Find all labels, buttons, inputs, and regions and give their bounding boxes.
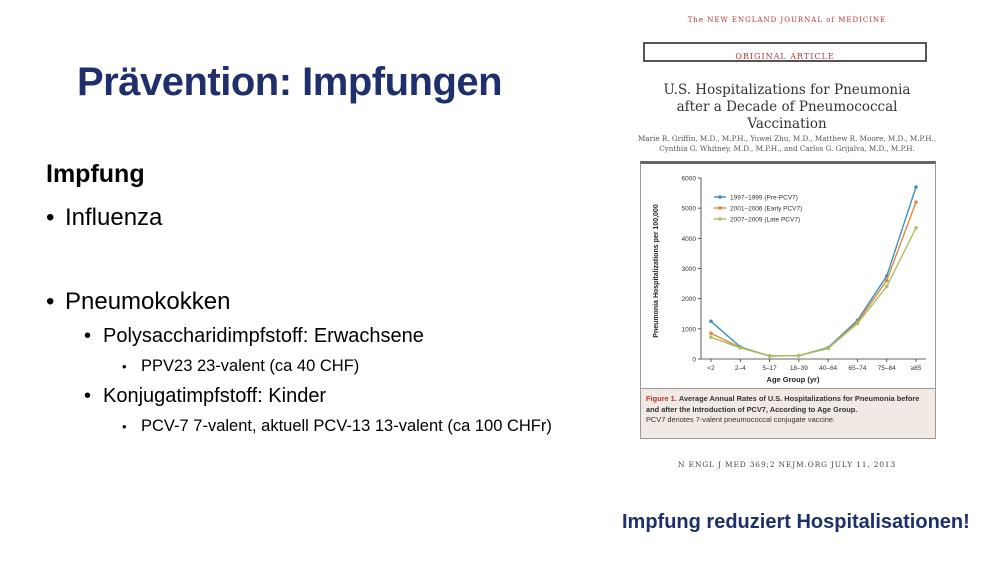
- x-tick-label: 75–84: [878, 365, 896, 372]
- data-point: [738, 346, 743, 350]
- conclusion-tagline: Impfung reduziert Hospitalisationen!: [622, 511, 970, 533]
- y-axis-label: Pneumonia Hospitalizations per 100,000: [653, 204, 660, 338]
- data-point: [797, 353, 801, 358]
- series-line: [710, 227, 917, 357]
- bullet-dot: •: [122, 359, 127, 374]
- figure-caption: Figure 1. Average Annual Rates of U.S. H…: [640, 388, 936, 439]
- bullet-dot: •: [84, 385, 92, 407]
- data-point: [914, 185, 918, 189]
- legend-marker: [718, 217, 722, 221]
- authors-line1: Marie R. Griffin, M.D., M.P.H., Yuwei Zh…: [637, 134, 937, 143]
- bullet-dot: •: [84, 325, 92, 347]
- original-article-banner: ORIGINAL ARTICLE: [643, 42, 927, 62]
- bullet-dot: •: [46, 288, 55, 315]
- y-tick-label: 0: [692, 357, 696, 364]
- data-point: [914, 200, 918, 204]
- legend-marker: [718, 195, 722, 199]
- y-tick-label: 1000: [682, 326, 697, 333]
- chart-legend: 1997–1999 (Pre-PCV7) 2001–2006 (Early PCV…: [714, 194, 802, 223]
- bullet-text: Influenza: [65, 204, 163, 231]
- series-line: [710, 186, 917, 357]
- data-point: [855, 321, 860, 326]
- journal-name: The NEW ENGLAND JOURNAL of MEDICINE: [687, 16, 887, 24]
- chart-axes: 0 1000 2000 3000 4000 5000 6000 <2 2–4 5–17 18–39 4…: [682, 176, 926, 372]
- y-tick-label: 3000: [682, 266, 697, 273]
- bullet-pcv: • PCV-7 7-valent, aktuell PCV-13 13-valen…: [122, 417, 552, 436]
- data-point: [709, 319, 713, 324]
- data-point: [826, 346, 830, 351]
- data-point: [914, 225, 918, 230]
- legend-label: 2001–2006 (Early PCV7): [730, 205, 802, 212]
- x-tick-label: <2: [707, 365, 715, 372]
- authors-line2: Cynthia G. Whitney, M.D., M.P.H., and Ca…: [659, 144, 915, 153]
- bullet-influenza: • Influenza: [46, 204, 162, 232]
- article-title-line2: after a Decade of Pneumococcal Vaccinati…: [676, 99, 898, 132]
- x-tick-label: 2–4: [735, 365, 746, 372]
- caption-note: PCV7 denotes 7-valent pneumococcal conju…: [646, 415, 835, 424]
- article-footer: N ENGL J MED 369;2 NEJM.ORG JULY 11, 201…: [678, 460, 896, 469]
- data-point: [884, 278, 889, 283]
- article-title-line1: U.S. Hospitalizations for Pneumonia: [663, 82, 911, 98]
- x-tick-label: 65–74: [848, 365, 866, 372]
- y-tick-label: 2000: [682, 296, 697, 303]
- caption-label: Figure 1.: [646, 394, 677, 403]
- legend-marker: [718, 206, 722, 210]
- bullet-dot: •: [122, 419, 127, 434]
- legend-label: 1997–1999 (Pre-PCV7): [730, 194, 798, 201]
- bullet-pneumokokken: • Pneumokokken: [46, 288, 230, 316]
- caption-title: Average Annual Rates of U.S. Hospitaliza…: [646, 394, 920, 414]
- section-label: ORIGINAL ARTICLE: [735, 52, 835, 61]
- bullet-konjugat: • Konjugatimpfstoff: Kinder: [84, 385, 326, 408]
- x-tick-label: 40–64: [819, 365, 837, 372]
- data-point: [709, 331, 713, 336]
- x-tick-label: 18–39: [790, 365, 808, 372]
- y-tick-label: 4000: [682, 236, 697, 243]
- article-excerpt: The NEW ENGLAND JOURNAL of MEDICINE ORIG…: [637, 10, 937, 480]
- chart-series: [709, 185, 918, 358]
- bullet-text: Pneumokokken: [65, 288, 231, 315]
- article-title: U.S. Hospitalizations for Pneumonia afte…: [637, 82, 937, 133]
- article-authors: Marie R. Griffin, M.D., M.P.H., Yuwei Zh…: [637, 134, 937, 154]
- slide-title: Prävention: Impfungen: [77, 60, 503, 104]
- bullet-polysaccharid: • Polysaccharidimpfstoff: Erwachsene: [84, 325, 424, 348]
- legend-label: 2007–2009 (Late PCV7): [730, 216, 800, 223]
- bullet-text: PPV23 23-valent (ca 40 CHF): [141, 357, 360, 375]
- bullet-dot: •: [46, 204, 55, 231]
- y-tick-label: 6000: [682, 176, 697, 183]
- x-axis-label: Age Group (yr): [767, 375, 820, 384]
- bullet-text: Polysaccharidimpfstoff: Erwachsene: [103, 325, 424, 347]
- data-point: [884, 284, 889, 289]
- pneumonia-chart: 0 1000 2000 3000 4000 5000 6000 <2 2–4 5–17 18–39 4…: [653, 176, 926, 384]
- y-tick-label: 5000: [682, 206, 697, 213]
- x-tick-label: 5–17: [762, 365, 777, 372]
- section-heading: Impfung: [46, 160, 145, 188]
- bullet-text: PCV-7 7-valent, aktuell PCV-13 13-valent…: [141, 417, 552, 435]
- bullet-ppv23: • PPV23 23-valent (ca 40 CHF): [122, 357, 359, 376]
- data-point: [767, 354, 772, 358]
- x-tick-label: ≥85: [911, 365, 922, 372]
- bullet-text: Konjugatimpfstoff: Kinder: [103, 385, 327, 407]
- data-point: [709, 335, 713, 340]
